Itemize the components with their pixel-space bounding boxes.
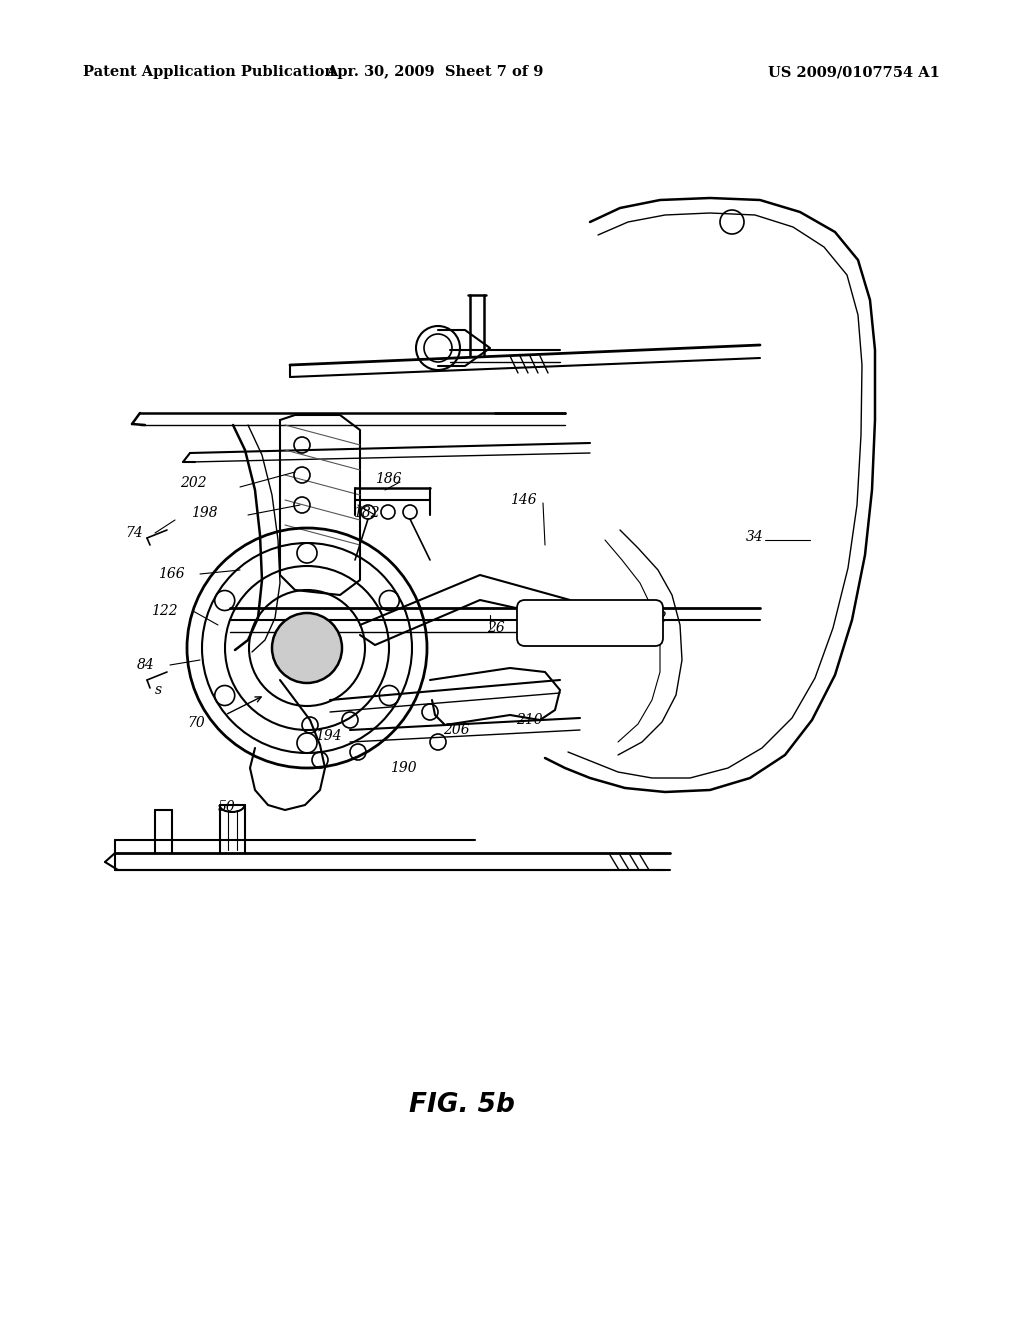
Text: 206: 206 [443, 723, 470, 737]
Text: Patent Application Publication: Patent Application Publication [83, 65, 335, 79]
Text: 82: 82 [650, 611, 668, 624]
Text: s: s [155, 682, 162, 697]
Circle shape [272, 612, 342, 682]
Text: 194: 194 [315, 729, 342, 743]
FancyBboxPatch shape [517, 601, 663, 645]
Text: FIG. 5b: FIG. 5b [409, 1092, 515, 1118]
Text: 198: 198 [191, 506, 218, 520]
Text: 122: 122 [152, 605, 178, 618]
Text: 26: 26 [487, 620, 505, 635]
Text: 186: 186 [375, 473, 401, 486]
Text: US 2009/0107754 A1: US 2009/0107754 A1 [768, 65, 940, 79]
Text: 166: 166 [159, 568, 185, 581]
Text: 34: 34 [746, 531, 764, 544]
Text: 190: 190 [390, 762, 417, 775]
Text: 50: 50 [217, 800, 234, 814]
Text: 202: 202 [180, 477, 207, 490]
Text: Apr. 30, 2009  Sheet 7 of 9: Apr. 30, 2009 Sheet 7 of 9 [327, 65, 544, 79]
Text: 146: 146 [510, 492, 537, 507]
Text: 84: 84 [137, 657, 155, 672]
Text: 70: 70 [187, 715, 205, 730]
Text: 182: 182 [353, 506, 380, 520]
Text: 74: 74 [125, 525, 143, 540]
Text: 210: 210 [516, 713, 543, 727]
